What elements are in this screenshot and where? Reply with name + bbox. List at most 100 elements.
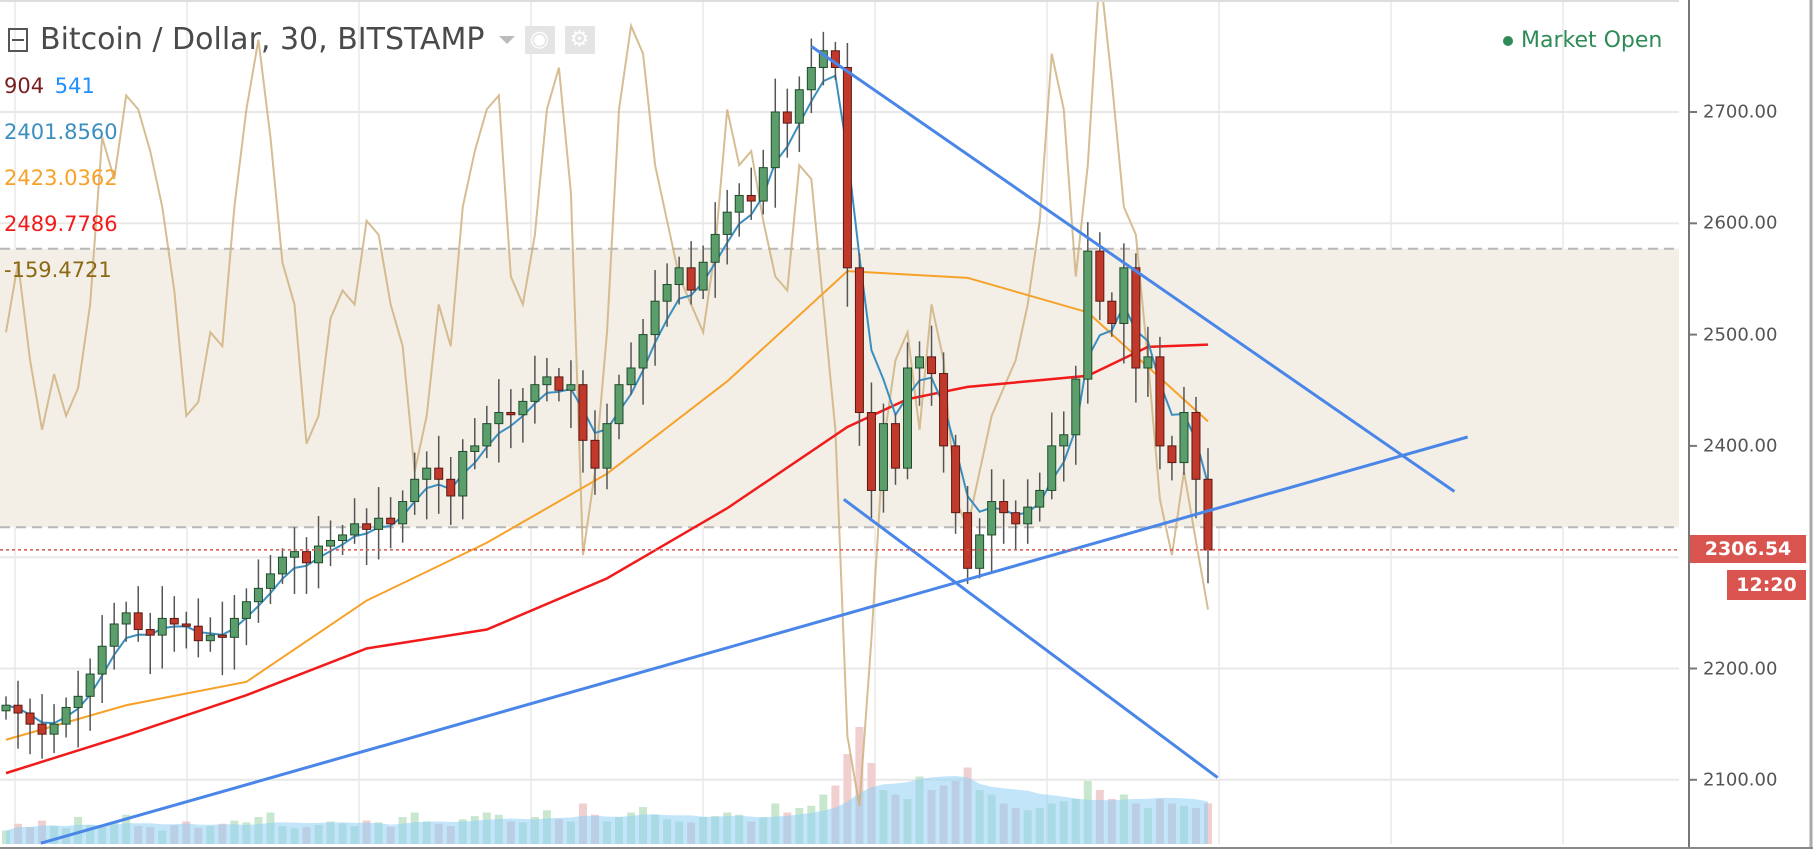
candle-up (878, 423, 888, 491)
price-tick-label: 2100.00 (1703, 769, 1778, 791)
volume-value: 904 (4, 74, 45, 98)
candle-down (686, 267, 696, 291)
candle-down (506, 412, 516, 416)
candle-down (446, 478, 456, 497)
candle-down (1155, 356, 1165, 447)
candle-down (145, 629, 155, 636)
candle-up (710, 233, 720, 263)
candle-down (1095, 250, 1105, 302)
candle-up (1083, 250, 1093, 380)
candle-up (470, 445, 480, 452)
trendline (842, 498, 1219, 779)
candle-down (386, 517, 396, 525)
volume-legend: 904 541 (4, 74, 95, 98)
candle-up (1047, 445, 1057, 491)
price-tick-label: 2200.00 (1703, 658, 1778, 679)
candle-down (842, 66, 852, 269)
volume-ma-value: 541 (54, 74, 95, 98)
candle-down (217, 634, 227, 638)
collapse-icon[interactable] (8, 27, 28, 52)
candle-up (758, 167, 768, 202)
candle-down (1011, 512, 1021, 525)
trendline (40, 435, 1469, 845)
candle-down (554, 376, 564, 391)
last-price-label: 2306.54 (1690, 535, 1806, 563)
candle-up (530, 384, 540, 402)
price-tick-label: 2500.00 (1703, 324, 1778, 346)
candle-up (422, 467, 432, 480)
candle-up (97, 645, 107, 675)
candle-down (1167, 445, 1177, 464)
gear-icon[interactable]: ⚙ (564, 25, 595, 54)
candle-down (193, 625, 203, 642)
status-dot-icon (1503, 35, 1513, 46)
eye-icon[interactable]: ◉ (524, 25, 555, 54)
candle-down (434, 467, 444, 480)
candle-up (121, 612, 131, 625)
candle-up (1, 704, 11, 712)
oscillator-value: -159.4721 (4, 258, 112, 282)
candle-up (1023, 506, 1033, 525)
candle-up (903, 367, 912, 469)
candle-down (939, 373, 949, 447)
candle-up (1179, 412, 1189, 464)
market-status-label: Market Open (1521, 28, 1663, 53)
candle-up (975, 534, 985, 569)
candle-up (350, 523, 360, 536)
candle-up (1119, 267, 1129, 324)
volume-bar (855, 727, 864, 844)
candle-down (25, 712, 35, 725)
candle-up (698, 261, 708, 291)
symbol-title[interactable]: Bitcoin / Dollar, 30, BITSTAMP (40, 22, 485, 57)
candle-down (1107, 300, 1117, 324)
candle-down (866, 412, 876, 491)
candle-down (890, 423, 900, 469)
candle-down (963, 512, 973, 569)
candle-up (410, 478, 420, 503)
candle-down (37, 723, 47, 735)
candle-up (722, 211, 732, 235)
candle-up (326, 540, 336, 547)
candle-up (518, 400, 528, 416)
candle-up (662, 284, 672, 302)
candle-up (987, 501, 997, 536)
candle-up (674, 267, 684, 286)
candle-up (626, 367, 636, 386)
candle-up (374, 517, 384, 530)
ma-fast-value: 2401.8560 (4, 120, 118, 144)
ma-mid-value: 2423.0362 (4, 166, 118, 190)
candle-up (915, 356, 925, 369)
candle-up (253, 587, 263, 603)
price-tick-label: 2600.00 (1703, 212, 1778, 234)
candle-up (398, 501, 408, 525)
price-tick-label: 2400.00 (1703, 435, 1778, 457)
candle-up (1071, 378, 1081, 436)
candle-up (277, 556, 287, 575)
candle-up (1059, 434, 1069, 447)
candle-down (746, 194, 756, 202)
chart-title-bar: Bitcoin / Dollar, 30, BITSTAMP ◉ ⚙ (8, 22, 595, 57)
caret-down-icon[interactable] (498, 35, 515, 44)
candle-down (169, 617, 179, 625)
price-tick-label: 2700.00 (1703, 101, 1778, 123)
candle-up (73, 695, 83, 708)
candle-up (482, 423, 492, 447)
market-status: Market Open (1503, 28, 1662, 53)
candle-up (650, 300, 660, 336)
candle-up (289, 551, 299, 558)
candle-down (1131, 267, 1141, 369)
candle-down (951, 445, 961, 514)
volume-ma-area (6, 776, 1208, 844)
candle-up (458, 450, 468, 497)
candle-up (734, 194, 744, 213)
candle-up (770, 111, 780, 169)
candle-down (999, 501, 1009, 514)
oscillator-band (0, 248, 1679, 528)
candle-down (181, 623, 191, 627)
candle-up (338, 534, 348, 542)
candle-down (1191, 412, 1201, 480)
candle-up (205, 634, 215, 642)
candle-up (494, 412, 504, 425)
candle-up (49, 723, 59, 735)
